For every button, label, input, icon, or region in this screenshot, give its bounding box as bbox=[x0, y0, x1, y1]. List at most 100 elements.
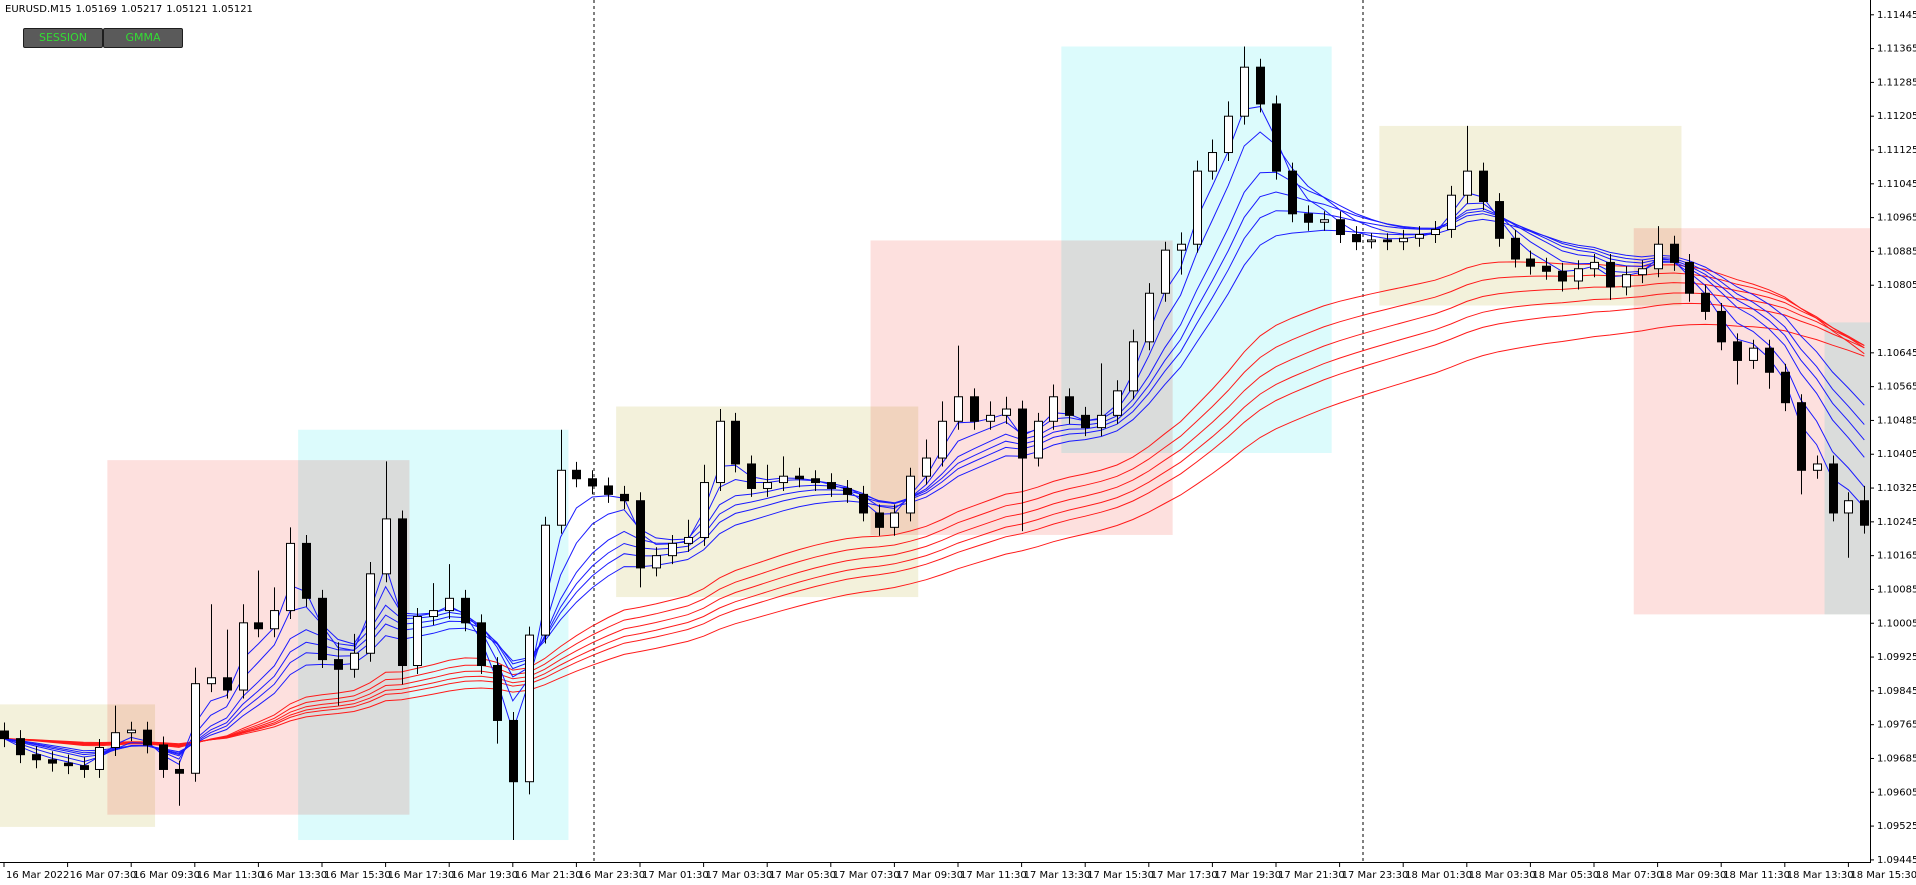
candle-body bbox=[525, 634, 534, 783]
price-axis-panel bbox=[1870, 0, 1916, 885]
candle-body bbox=[461, 597, 470, 624]
gmma-fast-line bbox=[3, 210, 1865, 754]
y-tick-label: 1.09525 bbox=[1877, 821, 1916, 832]
candle-body bbox=[302, 542, 311, 599]
candle-body bbox=[557, 469, 566, 526]
candle-body bbox=[239, 622, 248, 691]
candle-body bbox=[48, 759, 57, 764]
candle-body bbox=[700, 482, 709, 538]
x-tick-label: 17 Mar 23:30 bbox=[1342, 870, 1409, 881]
candle-body bbox=[604, 485, 613, 495]
x-tick-label: 18 Mar 01:30 bbox=[1405, 870, 1472, 881]
gmma-slow-line bbox=[3, 272, 1865, 748]
x-tick-label: 18 Mar 05:30 bbox=[1532, 870, 1599, 881]
quote-high: 1.05217 bbox=[120, 4, 163, 15]
x-tick-label: 16 Mar 15:30 bbox=[324, 870, 391, 881]
candle-body bbox=[1638, 268, 1647, 276]
candle-body bbox=[207, 677, 216, 685]
x-tick-label: 18 Mar 09:30 bbox=[1660, 870, 1727, 881]
x-tick-label: 17 Mar 09:30 bbox=[896, 870, 963, 881]
axes: 1.11445 1.11365 1.11285 1.11205 1.11125 1.110… bbox=[3, 10, 1916, 881]
candle-body bbox=[1415, 234, 1424, 239]
candle-body bbox=[922, 457, 931, 477]
candle-body bbox=[223, 677, 232, 691]
gmma-slow-line bbox=[3, 292, 1865, 746]
candle-body bbox=[1177, 243, 1186, 251]
candle-body bbox=[620, 493, 629, 502]
candle-body bbox=[1320, 219, 1329, 223]
candle-body bbox=[64, 762, 73, 767]
candle-body bbox=[763, 482, 772, 489]
candles bbox=[0, 46, 1869, 841]
x-tick-label: 18 Mar 13:30 bbox=[1787, 870, 1854, 881]
candle-body bbox=[859, 493, 868, 514]
quote-close: 1.05121 bbox=[211, 4, 253, 15]
candle-body bbox=[445, 597, 454, 612]
quote-open: 1.05169 bbox=[75, 4, 117, 15]
candle-body bbox=[1081, 414, 1090, 429]
gmma-fast-line bbox=[3, 218, 1865, 753]
candle-body bbox=[1065, 396, 1074, 416]
candle-body bbox=[1813, 463, 1822, 471]
candle-body bbox=[970, 396, 979, 422]
candle-body bbox=[716, 420, 725, 484]
x-tick-label: 16 Mar 21:30 bbox=[515, 870, 582, 881]
candle-body bbox=[1542, 265, 1551, 272]
candle-body bbox=[588, 478, 597, 487]
y-tick-label: 1.10565 bbox=[1877, 382, 1916, 393]
y-tick-label: 1.11205 bbox=[1877, 111, 1916, 122]
y-tick-label: 1.09685 bbox=[1877, 753, 1916, 764]
x-tick-label: 16 Mar 23:30 bbox=[578, 870, 645, 881]
x-tick-label: 17 Mar 13:30 bbox=[1024, 870, 1091, 881]
quote-low: 1.05121 bbox=[166, 4, 208, 15]
candle-body bbox=[413, 615, 422, 667]
candle-body bbox=[1256, 66, 1265, 105]
candle-body bbox=[1829, 463, 1838, 514]
x-tick-label: 17 Mar 05:30 bbox=[769, 870, 836, 881]
candle-body bbox=[159, 744, 168, 770]
candle-body bbox=[334, 659, 343, 670]
candle-body bbox=[906, 475, 915, 514]
x-tick-label: 17 Mar 07:30 bbox=[833, 870, 900, 881]
y-tick-label: 1.10405 bbox=[1877, 449, 1916, 460]
candle-body bbox=[286, 542, 295, 612]
symbol-info: EURUSD.M15 1.05169 1.05217 1.05121 1.05121 bbox=[5, 4, 257, 15]
candle-body bbox=[1034, 420, 1043, 459]
candle-body bbox=[1606, 261, 1615, 288]
candle-body bbox=[779, 475, 788, 484]
gmma-slow-line bbox=[3, 302, 1865, 746]
x-tick-label: 18 Mar 07:30 bbox=[1596, 870, 1663, 881]
x-tick-label: 17 Mar 03:30 bbox=[706, 870, 773, 881]
gmma-lines bbox=[3, 106, 1865, 767]
candle-body bbox=[1431, 228, 1440, 236]
candle-body bbox=[747, 463, 756, 489]
gmma-fast-line bbox=[3, 171, 1865, 758]
candle-body bbox=[270, 610, 279, 630]
y-tick-label: 1.09925 bbox=[1877, 652, 1916, 663]
candle-body bbox=[668, 542, 677, 557]
candle-body bbox=[890, 512, 899, 528]
session-box bbox=[1061, 46, 1332, 453]
candle-body bbox=[954, 396, 963, 422]
candle-body bbox=[1797, 402, 1806, 471]
candle-body bbox=[1399, 237, 1408, 243]
x-tick-label: 17 Mar 19:30 bbox=[1214, 870, 1281, 881]
candle-body bbox=[541, 524, 550, 636]
y-tick-label: 1.10885 bbox=[1877, 246, 1916, 257]
candle-body bbox=[1447, 194, 1456, 230]
gmma-button[interactable]: GMMA bbox=[103, 28, 183, 48]
gmma-slow-line bbox=[3, 282, 1865, 747]
session-boxes bbox=[0, 46, 1870, 841]
candle-body bbox=[1352, 234, 1361, 243]
candle-body bbox=[1495, 201, 1504, 239]
gmma-fast-line bbox=[3, 191, 1865, 756]
candle-body bbox=[1765, 347, 1774, 373]
candle-body bbox=[1049, 396, 1058, 422]
candle-body bbox=[254, 622, 263, 630]
candle-body bbox=[382, 518, 391, 575]
candle-body bbox=[191, 683, 200, 774]
candle-body bbox=[1002, 408, 1011, 416]
session-button[interactable]: SESSION bbox=[23, 28, 103, 48]
candle-body bbox=[843, 487, 852, 495]
candle-body bbox=[1733, 341, 1742, 361]
